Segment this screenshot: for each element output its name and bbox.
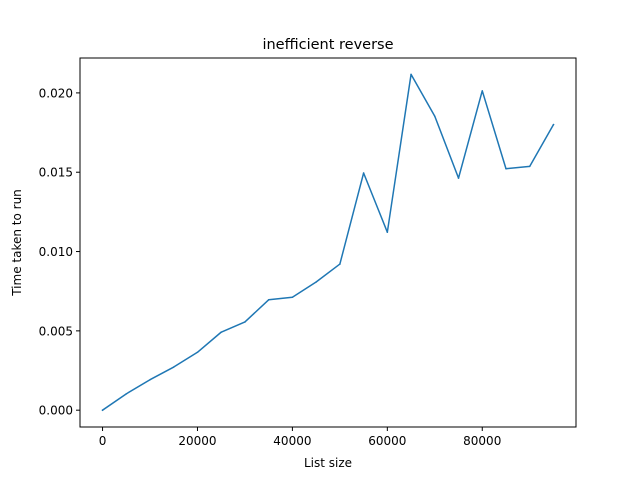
x-tick-label: 0 <box>99 434 107 448</box>
data-point <box>291 296 294 298</box>
y-axis-ticks: 0.000 0.005 0.010 0.015 0.020 <box>39 86 80 418</box>
y-tick-label: 0.005 <box>39 324 73 338</box>
x-axis-label: List size <box>304 456 352 470</box>
data-point <box>101 409 104 411</box>
x-tick-label: 60000 <box>368 434 406 448</box>
y-axis-label: Time taken to run <box>10 189 24 297</box>
y-tick-label: 0.010 <box>39 245 73 259</box>
data-point <box>244 321 246 323</box>
series-line <box>101 73 555 412</box>
x-tick-label: 80000 <box>463 434 501 448</box>
data-point <box>434 115 436 117</box>
data-point <box>315 281 317 283</box>
y-tick-label: 0.000 <box>39 404 73 418</box>
data-point <box>267 299 270 301</box>
data-point <box>172 366 175 368</box>
chart-title: inefficient reverse <box>262 37 393 53</box>
data-point <box>505 167 507 170</box>
data-point <box>457 177 460 179</box>
data-point <box>386 231 389 233</box>
x-tick-label: 20000 <box>178 434 216 448</box>
data-point <box>528 165 531 168</box>
x-axis-ticks: 0 20000 40000 60000 80000 <box>99 427 501 448</box>
data-point <box>410 73 412 76</box>
y-tick-label: 0.015 <box>39 166 73 180</box>
data-point <box>220 331 222 333</box>
axes-frame <box>79 57 577 428</box>
data-point <box>552 123 555 126</box>
data-point <box>362 172 365 174</box>
data-point <box>149 378 151 381</box>
data-point <box>196 351 199 354</box>
data-point <box>125 393 128 395</box>
plot-area <box>101 73 555 412</box>
y-tick-label: 0.020 <box>39 86 73 100</box>
data-point <box>481 90 484 92</box>
data-point <box>339 263 341 265</box>
x-tick-label: 40000 <box>273 434 311 448</box>
